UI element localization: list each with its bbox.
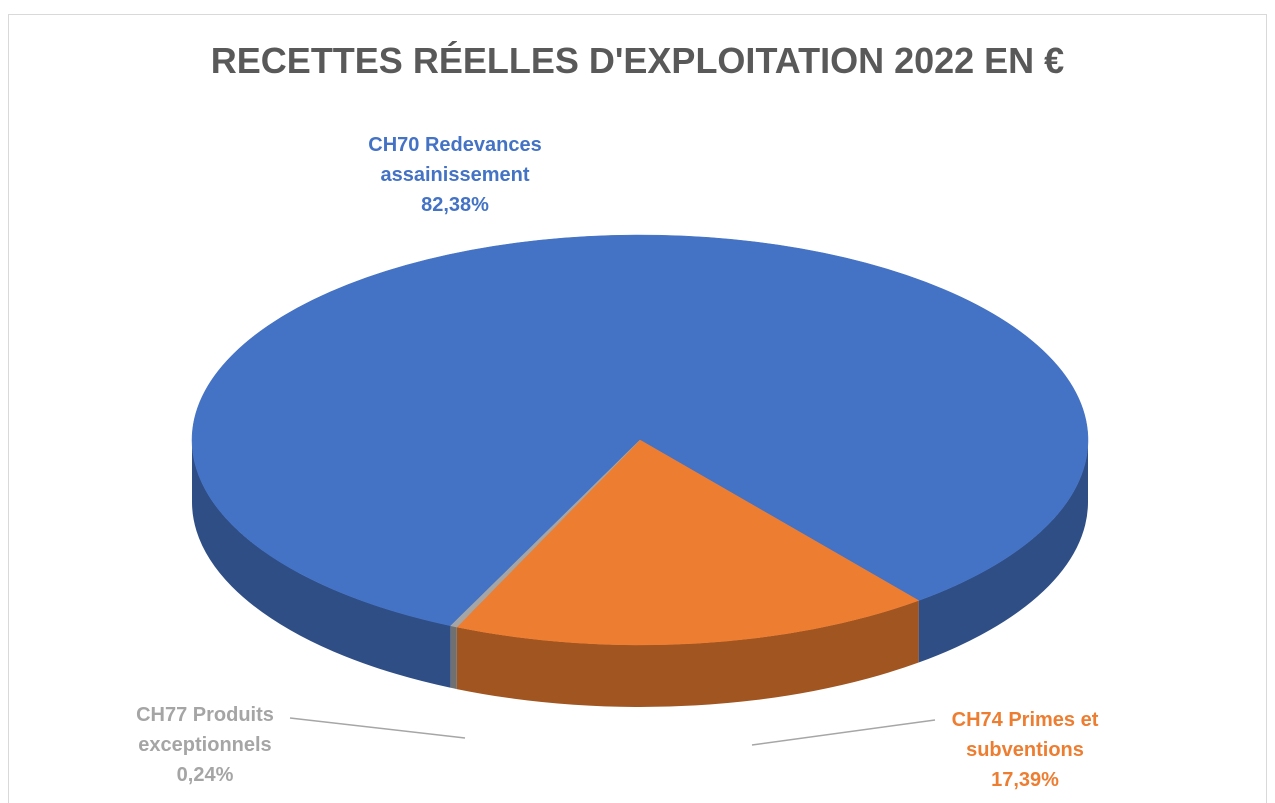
chart-border <box>8 14 1267 803</box>
data-label: CH77 Produits exceptionnels 0,24% <box>105 700 305 790</box>
chart-title: RECETTES RÉELLES D'EXPLOITATION 2022 EN … <box>210 40 1065 81</box>
pie-tops <box>191 234 1089 646</box>
leader-line <box>289 717 466 739</box>
slice-side <box>192 440 451 688</box>
category-label: CH77 Produits exceptionnels <box>136 704 274 756</box>
slice-side <box>918 440 1088 663</box>
slice-side <box>456 600 919 707</box>
slice-side <box>450 625 457 690</box>
data-label: CH74 Primes et subventions 17,39% <box>915 705 1135 795</box>
data-label: CH70 Redevances assainissement 82,38% <box>325 130 585 220</box>
leader-line <box>751 719 936 746</box>
value-label: 0,24% <box>176 764 234 786</box>
category-label: CH70 Redevances assainissement <box>368 134 542 186</box>
slice <box>456 439 920 646</box>
pie-sides <box>192 440 1088 707</box>
value-label: 17,39% <box>991 769 1059 791</box>
slice <box>450 439 641 628</box>
value-label: 82,38% <box>421 194 489 216</box>
slice <box>191 234 1089 627</box>
category-label: CH74 Primes et subventions <box>951 709 1099 761</box>
